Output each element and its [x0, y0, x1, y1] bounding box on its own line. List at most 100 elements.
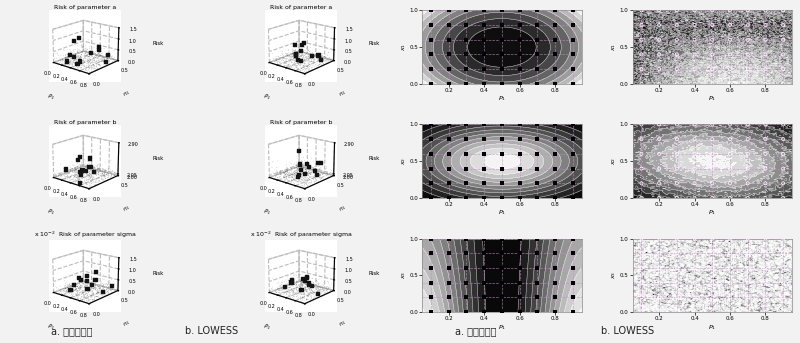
Point	[670, 180, 683, 186]
Text: b. LOWESS: b. LOWESS	[602, 326, 654, 336]
Point	[670, 52, 683, 57]
Point	[531, 195, 544, 201]
Point	[688, 137, 701, 142]
Point	[742, 122, 754, 127]
Point	[777, 180, 790, 186]
Point	[688, 81, 701, 87]
Point	[566, 280, 579, 285]
Point	[670, 195, 683, 201]
Point	[514, 137, 526, 142]
Point	[478, 309, 490, 315]
Point	[759, 280, 772, 285]
Point	[653, 250, 666, 256]
Point	[478, 22, 490, 28]
Point	[460, 122, 473, 127]
Point	[706, 137, 718, 142]
Point	[706, 280, 718, 285]
Point	[653, 195, 666, 201]
Text: a. 二次多项式: a. 二次多项式	[455, 326, 497, 336]
Point	[688, 250, 701, 256]
Point	[635, 37, 648, 43]
Point	[759, 37, 772, 43]
Point	[566, 122, 579, 127]
Point	[514, 166, 526, 171]
X-axis label: $P_1$: $P_1$	[498, 323, 506, 332]
Point	[724, 52, 737, 57]
Point	[706, 195, 718, 201]
X-axis label: $P_1$: $P_1$	[498, 209, 506, 217]
Point	[777, 295, 790, 300]
Point	[531, 309, 544, 315]
Point	[777, 8, 790, 13]
Point	[531, 250, 544, 256]
Point	[653, 67, 666, 72]
Point	[549, 166, 562, 171]
Point	[759, 137, 772, 142]
Point	[549, 81, 562, 87]
Point	[460, 295, 473, 300]
Point	[442, 122, 455, 127]
Point	[549, 67, 562, 72]
X-axis label: $P_1$: $P_1$	[708, 323, 716, 332]
Title: Risk of parameter a: Risk of parameter a	[270, 5, 332, 10]
Point	[531, 280, 544, 285]
Y-axis label: $n_1$: $n_1$	[338, 204, 347, 214]
X-axis label: $P_1$: $P_1$	[262, 206, 272, 217]
Point	[566, 81, 579, 87]
Point	[442, 151, 455, 157]
Point	[777, 37, 790, 43]
Point	[566, 137, 579, 142]
Y-axis label: $x_3$: $x_3$	[610, 271, 618, 280]
Point	[706, 67, 718, 72]
Point	[706, 22, 718, 28]
Point	[635, 52, 648, 57]
Point	[653, 122, 666, 127]
Point	[566, 37, 579, 43]
Point	[742, 52, 754, 57]
Point	[777, 166, 790, 171]
Point	[724, 295, 737, 300]
Point	[777, 280, 790, 285]
Point	[688, 52, 701, 57]
Point	[653, 37, 666, 43]
X-axis label: $P_1$: $P_1$	[708, 209, 716, 217]
Point	[495, 195, 508, 201]
X-axis label: $P_1$: $P_1$	[262, 321, 272, 332]
Point	[460, 280, 473, 285]
Point	[777, 151, 790, 157]
Point	[653, 265, 666, 271]
Point	[549, 137, 562, 142]
Point	[742, 265, 754, 271]
Point	[635, 22, 648, 28]
Point	[460, 52, 473, 57]
Point	[759, 295, 772, 300]
Point	[478, 280, 490, 285]
Point	[549, 22, 562, 28]
Point	[514, 37, 526, 43]
Point	[724, 22, 737, 28]
Point	[653, 8, 666, 13]
Point	[688, 37, 701, 43]
Point	[425, 195, 438, 201]
Point	[514, 67, 526, 72]
Point	[670, 236, 683, 241]
Point	[566, 151, 579, 157]
Point	[514, 180, 526, 186]
Point	[635, 265, 648, 271]
Point	[531, 67, 544, 72]
Point	[670, 265, 683, 271]
Point	[670, 37, 683, 43]
Point	[442, 52, 455, 57]
Point	[688, 122, 701, 127]
Point	[759, 67, 772, 72]
Point	[425, 137, 438, 142]
Point	[495, 295, 508, 300]
Point	[566, 265, 579, 271]
Point	[460, 37, 473, 43]
Point	[653, 137, 666, 142]
Point	[495, 236, 508, 241]
Point	[495, 180, 508, 186]
Point	[531, 37, 544, 43]
Point	[724, 151, 737, 157]
Point	[706, 309, 718, 315]
